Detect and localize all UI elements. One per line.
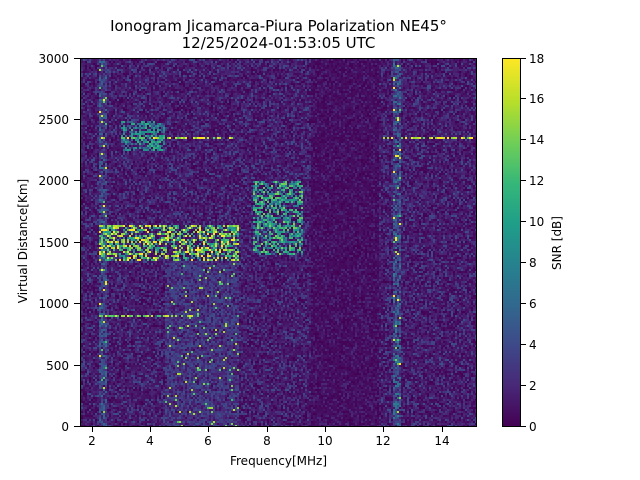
colorbar-tick-label: 12 bbox=[529, 174, 545, 188]
x-axis-label: Frequency[MHz] bbox=[229, 454, 328, 468]
colorbar-tick-label: 18 bbox=[529, 52, 545, 66]
y-tick-label: 2000 bbox=[38, 174, 69, 188]
colorbar-tick bbox=[521, 426, 526, 427]
x-tick-label: 8 bbox=[263, 434, 271, 448]
x-tick bbox=[325, 427, 326, 432]
y-tick-label: 1000 bbox=[38, 297, 69, 311]
y-tick-label: 3000 bbox=[38, 52, 69, 66]
x-tick-label: 6 bbox=[204, 434, 212, 448]
chart-subtitle-timestamp: 12/25/2024-01:53:05 UTC bbox=[181, 34, 376, 52]
colorbar-tick bbox=[521, 58, 526, 59]
y-tick bbox=[74, 303, 80, 304]
colorbar bbox=[502, 58, 521, 427]
y-tick-label: 500 bbox=[46, 359, 69, 373]
y-axis-label: Virtual Distance[Km] bbox=[16, 178, 30, 304]
colorbar-tick-label: 16 bbox=[529, 92, 545, 106]
x-tick bbox=[208, 427, 209, 432]
y-tick bbox=[74, 119, 80, 120]
colorbar-label: SNR [dB] bbox=[550, 216, 564, 270]
colorbar-tick bbox=[521, 98, 526, 99]
colorbar-tick bbox=[521, 344, 526, 345]
x-tick-label: 10 bbox=[317, 434, 333, 448]
y-tick bbox=[74, 58, 80, 59]
x-tick bbox=[150, 427, 151, 432]
x-tick bbox=[92, 427, 93, 432]
colorbar-tick-label: 14 bbox=[529, 133, 545, 147]
x-tick-label: 12 bbox=[375, 434, 391, 448]
x-tick-label: 2 bbox=[88, 434, 96, 448]
y-tick-label: 1500 bbox=[38, 236, 69, 250]
colorbar-tick-label: 4 bbox=[529, 338, 537, 352]
colorbar-tick bbox=[521, 139, 526, 140]
colorbar-tick bbox=[521, 385, 526, 386]
colorbar-tick-label: 8 bbox=[529, 256, 537, 270]
colorbar-tick bbox=[521, 180, 526, 181]
colorbar-tick-label: 0 bbox=[529, 420, 537, 434]
colorbar-tick-label: 6 bbox=[529, 297, 537, 311]
y-tick bbox=[74, 180, 80, 181]
x-tick bbox=[442, 427, 443, 432]
y-tick bbox=[74, 365, 80, 366]
colorbar-tick-label: 2 bbox=[529, 379, 537, 393]
x-tick bbox=[267, 427, 268, 432]
x-tick-label: 14 bbox=[434, 434, 450, 448]
colorbar-tick bbox=[521, 262, 526, 263]
colorbar-tick bbox=[521, 221, 526, 222]
y-tick-label: 0 bbox=[61, 420, 69, 434]
x-tick-label: 4 bbox=[146, 434, 154, 448]
y-tick bbox=[74, 426, 80, 427]
colorbar-tick bbox=[521, 303, 526, 304]
x-tick bbox=[383, 427, 384, 432]
snr-heatmap bbox=[81, 59, 476, 426]
y-tick bbox=[74, 242, 80, 243]
ionogram-plot-area bbox=[80, 58, 477, 427]
colorbar-tick-label: 10 bbox=[529, 215, 545, 229]
y-tick-label: 2500 bbox=[38, 113, 69, 127]
chart-title: Ionogram Jicamarca-Piura Polarization NE… bbox=[110, 17, 447, 35]
